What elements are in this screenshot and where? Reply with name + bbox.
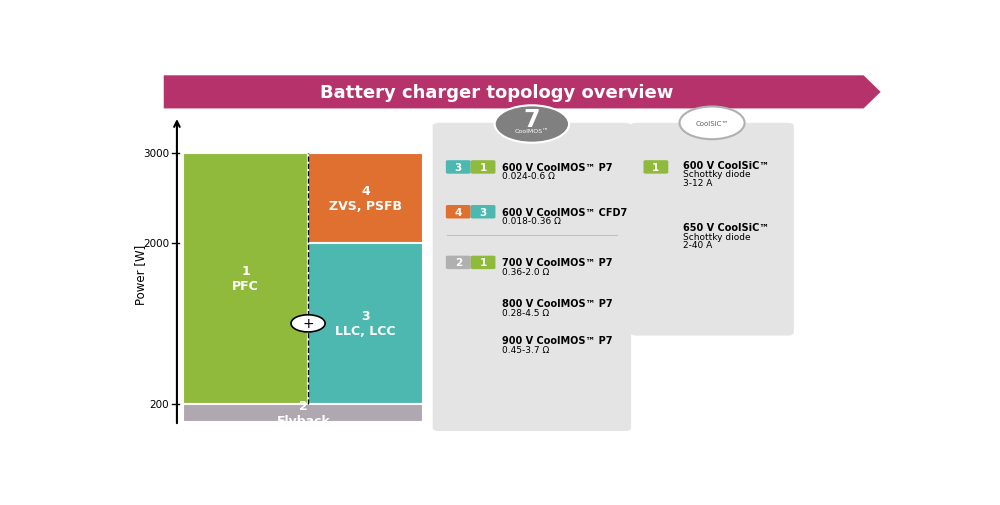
Text: 800 V CoolMOS™ P7: 800 V CoolMOS™ P7 <box>502 298 613 309</box>
Text: 3
LLC, LCC: 3 LLC, LCC <box>335 310 396 338</box>
Text: Power [W]: Power [W] <box>134 244 147 305</box>
FancyBboxPatch shape <box>446 161 471 174</box>
Text: 1: 1 <box>479 258 487 268</box>
Text: 600 V CoolMOS™ CFD7: 600 V CoolMOS™ CFD7 <box>502 207 628 217</box>
Text: 3-12 A: 3-12 A <box>683 178 712 187</box>
Text: 2: 2 <box>455 258 462 268</box>
Circle shape <box>495 106 569 143</box>
Circle shape <box>680 107 745 140</box>
Text: 200: 200 <box>150 399 169 410</box>
Text: 1: 1 <box>479 163 487 173</box>
FancyBboxPatch shape <box>446 206 471 219</box>
FancyBboxPatch shape <box>446 256 471 270</box>
Text: Schottky diode: Schottky diode <box>683 170 751 179</box>
Text: CoolSiC™: CoolSiC™ <box>695 121 729 127</box>
FancyBboxPatch shape <box>308 243 423 405</box>
Text: 0.024-0.6 Ω: 0.024-0.6 Ω <box>502 172 555 181</box>
Text: 7: 7 <box>524 108 540 132</box>
Text: 0.45-3.7 Ω: 0.45-3.7 Ω <box>502 345 550 354</box>
Text: 4
ZVS, PSFB: 4 ZVS, PSFB <box>329 184 402 212</box>
Text: 0.36-2.0 Ω: 0.36-2.0 Ω <box>502 267 550 276</box>
Text: 3: 3 <box>455 163 462 173</box>
Text: 600 V CoolSiC™: 600 V CoolSiC™ <box>683 161 769 171</box>
Text: 0.018-0.36 Ω: 0.018-0.36 Ω <box>502 217 561 226</box>
Text: +: + <box>302 316 314 330</box>
FancyBboxPatch shape <box>471 256 495 270</box>
Text: Battery charger topology overview: Battery charger topology overview <box>320 84 674 102</box>
Text: 3: 3 <box>479 208 487 217</box>
Text: 900 V CoolMOS™ P7: 900 V CoolMOS™ P7 <box>502 336 613 345</box>
FancyBboxPatch shape <box>183 405 423 422</box>
Text: 1
PFC: 1 PFC <box>232 265 259 293</box>
Text: 700 V CoolMOS™ P7: 700 V CoolMOS™ P7 <box>502 258 613 268</box>
Text: Schottky diode: Schottky diode <box>683 232 751 241</box>
Text: 600 V CoolMOS™ P7: 600 V CoolMOS™ P7 <box>502 163 613 173</box>
Text: 1: 1 <box>652 163 660 173</box>
Text: 650 V CoolSiC™: 650 V CoolSiC™ <box>683 223 769 233</box>
FancyBboxPatch shape <box>630 124 794 336</box>
Polygon shape <box>164 76 881 109</box>
Circle shape <box>291 315 325 332</box>
Text: 3000: 3000 <box>143 148 169 159</box>
FancyBboxPatch shape <box>183 154 308 405</box>
Text: 2-40 A: 2-40 A <box>683 240 712 249</box>
Text: CoolMOS™: CoolMOS™ <box>515 129 549 134</box>
Text: 4: 4 <box>455 208 462 217</box>
FancyBboxPatch shape <box>433 124 631 431</box>
FancyBboxPatch shape <box>471 206 495 219</box>
FancyBboxPatch shape <box>308 154 423 243</box>
FancyBboxPatch shape <box>471 161 495 174</box>
FancyBboxPatch shape <box>643 161 668 174</box>
Text: 2
Flyback: 2 Flyback <box>276 399 330 427</box>
Text: 2000: 2000 <box>143 238 169 248</box>
Text: 0.28-4.5 Ω: 0.28-4.5 Ω <box>502 308 550 317</box>
